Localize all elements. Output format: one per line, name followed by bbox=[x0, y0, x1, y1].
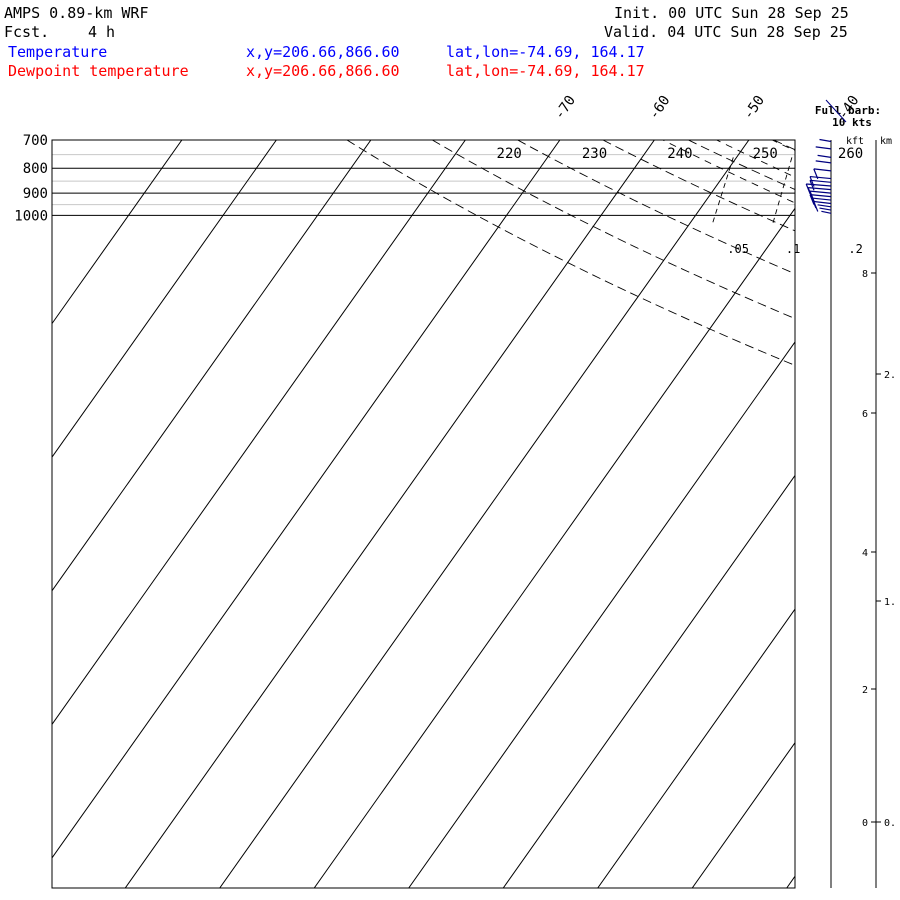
axis-labels: .05.1.2.4123467008009001000-70-60-50-40-… bbox=[14, 93, 863, 889]
isotherm bbox=[52, 140, 561, 859]
isotherm bbox=[52, 140, 466, 726]
wind-barb bbox=[809, 179, 832, 183]
dry-adiabat bbox=[517, 140, 795, 275]
skewt-grid bbox=[52, 134, 900, 888]
mixing-ratio-line bbox=[837, 157, 854, 223]
kft-tick-label: 6 bbox=[862, 409, 868, 420]
theta-tick-label: 220 bbox=[497, 146, 522, 162]
moist-adiabat bbox=[661, 140, 795, 204]
wind-barb bbox=[811, 197, 832, 201]
mixing-ratio-line bbox=[711, 157, 734, 224]
theta-tick-label: 260 bbox=[838, 146, 863, 162]
kft-tick-label: 8 bbox=[862, 269, 868, 280]
pressure-tick-label: 700 bbox=[23, 133, 48, 149]
wind-barb bbox=[819, 138, 832, 143]
temperature-tick-label: -50 bbox=[740, 93, 768, 123]
km-tick-label: 2. bbox=[884, 370, 896, 381]
isotherm bbox=[52, 140, 277, 459]
dewpoint-xy: x,y=206.66,866.60 bbox=[246, 62, 400, 80]
valid-time: Valid. 04 UTC Sun 28 Sep 25 bbox=[604, 23, 848, 41]
kft-tick-label: 2 bbox=[862, 685, 868, 696]
wind-barb bbox=[815, 160, 832, 164]
isotherm bbox=[691, 741, 795, 888]
pressure-tick-label: 800 bbox=[23, 161, 48, 177]
kft-tick-label: 4 bbox=[862, 548, 868, 559]
mixing-ratio-label: .1 bbox=[786, 242, 800, 256]
model-title: AMPS 0.89-km WRF bbox=[4, 4, 149, 22]
temperature-xy: x,y=206.66,866.60 bbox=[246, 43, 400, 61]
wind-barb bbox=[809, 190, 832, 194]
dry-adiabat bbox=[432, 140, 795, 320]
mixing-ratio-label: .2 bbox=[848, 242, 862, 256]
isotherm bbox=[52, 140, 372, 592]
fcst-value: 4 h bbox=[88, 23, 115, 41]
fcst-label: Fcst. bbox=[4, 23, 49, 41]
wind-barb bbox=[808, 187, 832, 191]
kft-label: kft bbox=[846, 136, 864, 147]
dewpoint-temperature-profile bbox=[881, 140, 900, 213]
dry-adiabat bbox=[859, 140, 900, 884]
temperature-latlon: lat,lon=-74.69, 164.17 bbox=[446, 43, 645, 61]
moist-adiabat bbox=[879, 134, 900, 224]
wind-profile: 8 6 4 2 0 2. 1. 0. bbox=[805, 99, 896, 888]
moist-adiabat bbox=[715, 140, 795, 178]
km-tick-label: 0. bbox=[884, 818, 896, 829]
temperature-label: Temperature bbox=[8, 43, 107, 61]
plot-frame bbox=[51, 139, 796, 889]
isotherm bbox=[786, 875, 795, 888]
isotherm bbox=[881, 140, 900, 888]
pressure-tick-label: 900 bbox=[23, 186, 48, 202]
mixing-ratio-label: .05 bbox=[727, 242, 749, 256]
isotherm bbox=[219, 140, 750, 888]
isotherm bbox=[597, 608, 795, 888]
wind-barb-feather bbox=[809, 180, 815, 191]
wind-barb bbox=[806, 183, 832, 187]
isotherm bbox=[313, 207, 795, 888]
wind-barb bbox=[817, 154, 832, 158]
wind-barb bbox=[821, 210, 832, 214]
wind-barb-feather bbox=[809, 176, 815, 187]
temperature-tick-label: -60 bbox=[646, 93, 674, 123]
dry-adiabat bbox=[346, 140, 795, 366]
mixing-ratio-line bbox=[772, 157, 793, 224]
wind-barb bbox=[813, 200, 832, 205]
wind-barb-feather bbox=[813, 168, 819, 180]
wind-barb-feather bbox=[809, 194, 815, 205]
theta-tick-label: 250 bbox=[753, 146, 778, 162]
pressure-tick-label: 1000 bbox=[14, 208, 48, 224]
wind-barb bbox=[815, 146, 832, 150]
theta-tick-label: 240 bbox=[667, 146, 692, 162]
km-tick-label: 1. bbox=[884, 597, 896, 608]
profiles bbox=[881, 140, 900, 213]
init-time: Init. 00 UTC Sun 28 Sep 25 bbox=[614, 4, 849, 22]
wind-barb bbox=[813, 168, 832, 172]
theta-tick-label: 230 bbox=[582, 146, 607, 162]
dewpoint-latlon: lat,lon=-74.69, 164.17 bbox=[446, 62, 645, 80]
wind-barb bbox=[809, 175, 832, 180]
barb-legend-line1: Full barb: bbox=[815, 104, 881, 117]
isotherm bbox=[408, 341, 795, 888]
barb-legend-line2: 10 kts bbox=[832, 116, 872, 129]
temperature-tick-label: -70 bbox=[551, 93, 579, 123]
wind-barb bbox=[819, 207, 832, 211]
wind-barb-feather bbox=[805, 183, 811, 195]
isotherm bbox=[502, 474, 795, 888]
barb-legend-mark bbox=[825, 99, 847, 123]
km-label: km bbox=[880, 136, 892, 147]
isotherm bbox=[52, 140, 183, 325]
dewpoint-label: Dewpoint temperature bbox=[8, 62, 189, 80]
kft-tick-label: 0 bbox=[862, 818, 868, 829]
wind-barb bbox=[817, 204, 832, 208]
wind-barb bbox=[809, 194, 832, 198]
header: AMPS 0.89-km WRF Fcst. 4 h Init. 00 UTC … bbox=[4, 4, 892, 147]
isotherm bbox=[124, 140, 655, 888]
